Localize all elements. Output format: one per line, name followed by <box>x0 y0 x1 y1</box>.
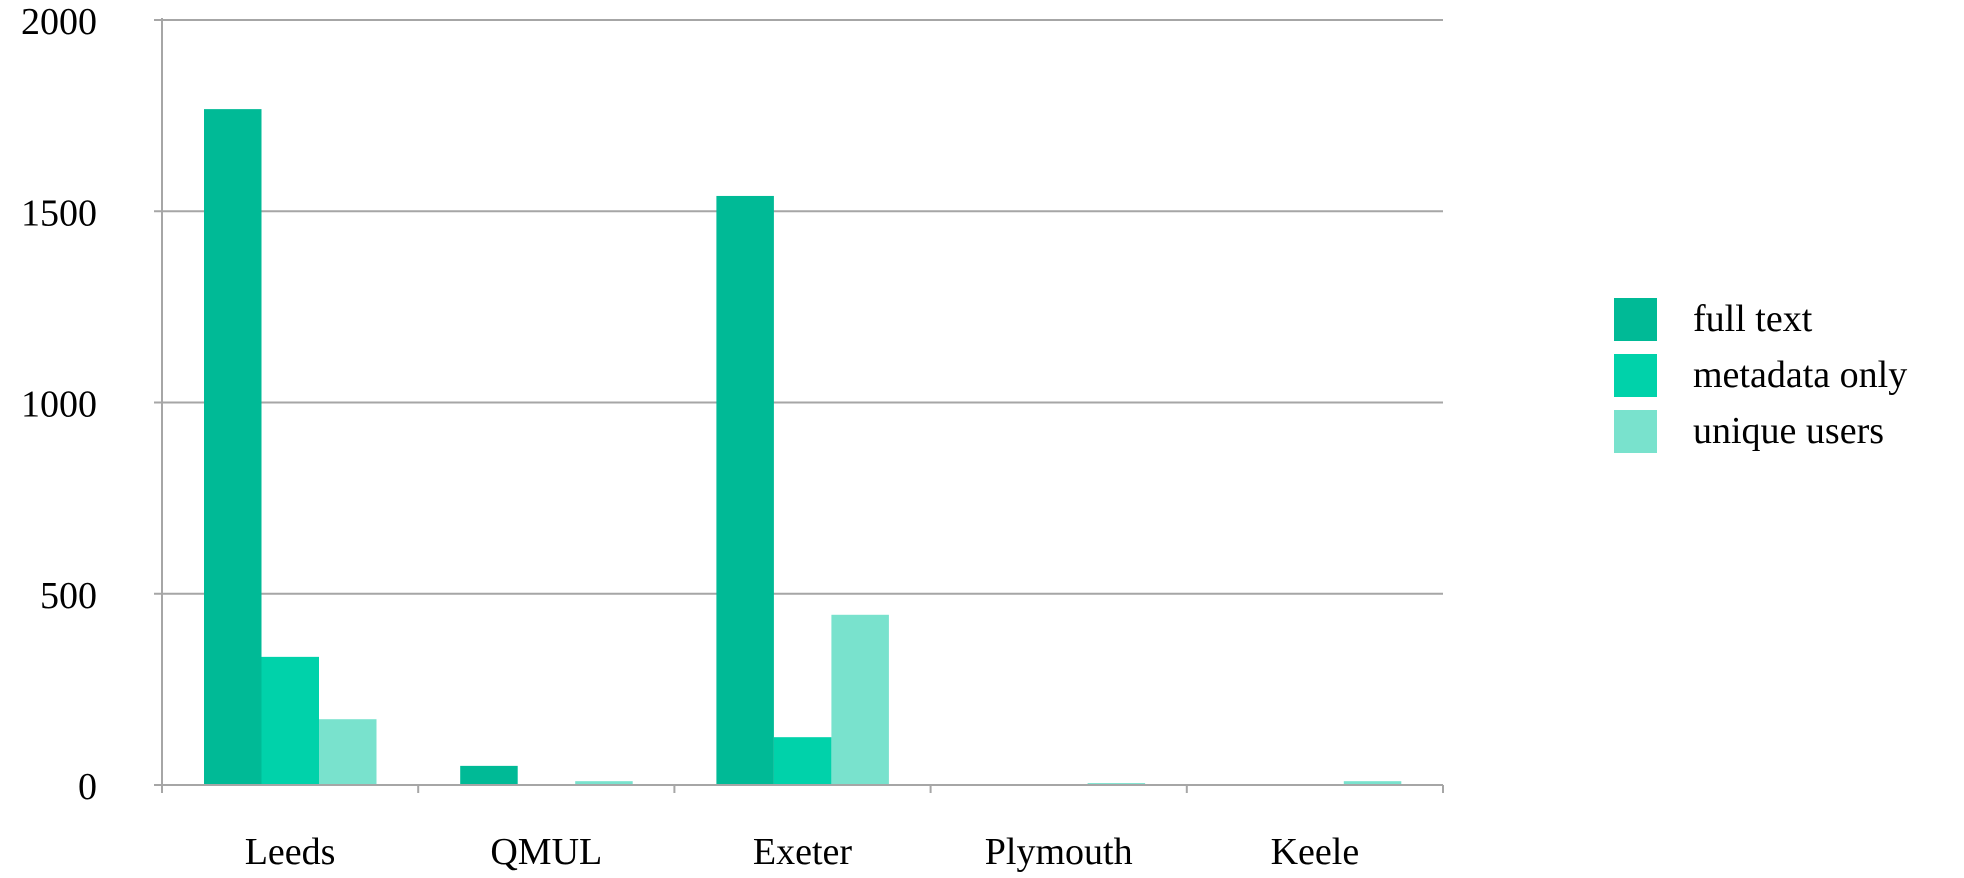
x-tick-label: Keele <box>1271 831 1360 873</box>
y-tick-label: 500 <box>40 575 97 617</box>
bar-exeter-unique-users <box>831 614 889 785</box>
bar-keele-unique-users <box>1343 781 1402 785</box>
bar-qmul-full-text <box>460 765 518 785</box>
bar-leeds-unique-users <box>319 719 377 785</box>
x-tick-label: Leeds <box>245 831 336 873</box>
legend-label-full-text: full text <box>1693 298 1813 340</box>
bars <box>204 109 1402 785</box>
legend-swatch-metadata-only <box>1614 354 1657 397</box>
legend: full text metadata only unique users <box>1614 298 1907 453</box>
y-tick-label: 1500 <box>21 192 97 234</box>
x-tick-label: Plymouth <box>985 831 1133 873</box>
legend-swatch-unique-users <box>1614 410 1657 453</box>
bar-leeds-metadata-only <box>261 656 319 785</box>
y-tick-label: 2000 <box>21 1 97 43</box>
x-axis-ticks: Leeds QMUL Exeter Plymouth Keele <box>245 831 1359 873</box>
y-axis-ticks: 0 500 1000 1500 2000 <box>21 1 97 808</box>
legend-swatch-full-text <box>1614 298 1657 341</box>
gridlines <box>162 19 1443 595</box>
legend-label-unique-users: unique users <box>1693 410 1884 452</box>
bar-exeter-metadata-only <box>773 737 832 785</box>
bar-leeds-full-text <box>204 109 262 785</box>
y-tick-label: 0 <box>78 766 97 808</box>
legend-label-metadata-only: metadata only <box>1693 354 1907 396</box>
bar-qmul-unique-users <box>575 781 633 785</box>
x-tick-label: QMUL <box>490 831 602 873</box>
y-tick-label: 1000 <box>21 384 97 426</box>
x-tick-label: Exeter <box>753 831 853 873</box>
axes <box>154 18 1444 793</box>
bar-exeter-full-text <box>716 195 774 785</box>
